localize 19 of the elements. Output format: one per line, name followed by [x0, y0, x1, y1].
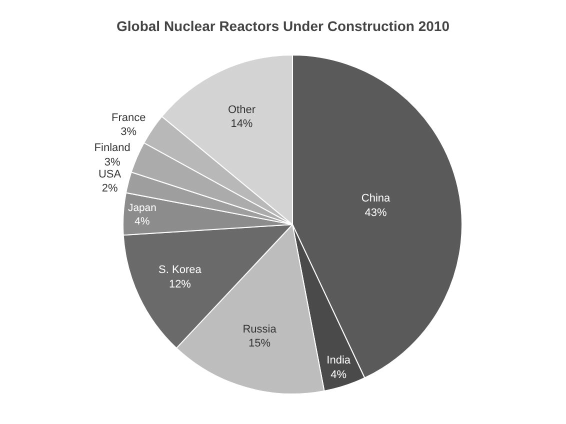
data-label: 12%: [168, 278, 192, 290]
slice-label: Other: [228, 104, 256, 116]
slice-label: Japan: [128, 203, 157, 214]
slice-label: USA: [98, 168, 122, 180]
slice-label: France: [111, 112, 146, 124]
slice-label: Finland: [94, 142, 130, 154]
data-label: 15%: [248, 338, 271, 350]
data-label: 4%: [134, 216, 150, 228]
chart-title: Global Nuclear Reactors Under Construction 2010: [116, 18, 450, 34]
slice-label: S. Korea: [158, 264, 202, 276]
slice-label: China: [361, 192, 392, 205]
data-label: 3%: [120, 126, 137, 138]
slice-label: Russia: [242, 323, 278, 336]
data-label: 43%: [364, 206, 387, 219]
data-label: 4%: [330, 368, 347, 381]
slice-label: India: [326, 354, 352, 367]
data-label: 2%: [102, 182, 118, 195]
data-label: 14%: [230, 118, 253, 130]
data-label: 3%: [104, 156, 120, 168]
